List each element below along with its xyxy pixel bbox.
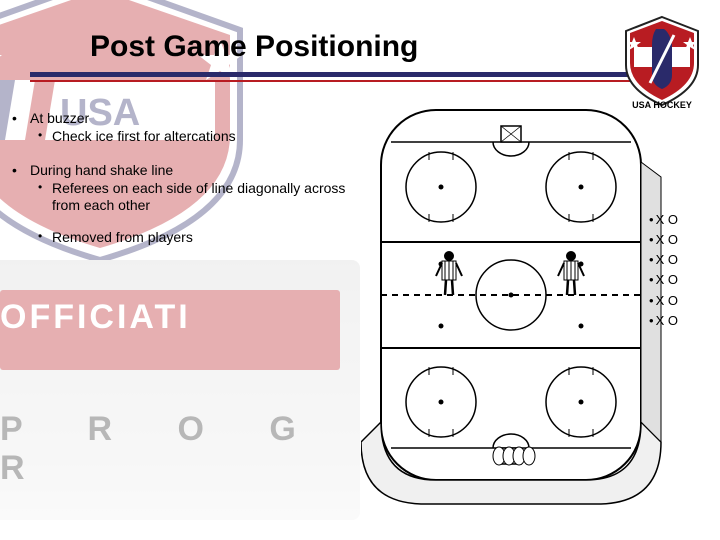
- xo-item: X O: [649, 250, 678, 270]
- bullet-at-buzzer: At buzzer Check ice first for altercatio…: [12, 110, 357, 146]
- xo-item: X O: [649, 210, 678, 230]
- svg-text:USA HOCKEY: USA HOCKEY: [632, 100, 692, 110]
- bullet-handshake: During hand shake line Referees on each …: [12, 162, 357, 247]
- bullet-text: At buzzer: [30, 110, 89, 126]
- bullet-text: During hand shake line: [30, 162, 173, 178]
- title-rule-navy: [30, 72, 690, 77]
- xo-item: X O: [649, 270, 678, 290]
- sub-bullet: Check ice first for altercations: [30, 128, 357, 146]
- xo-item: X O: [649, 311, 678, 331]
- bullet-content: At buzzer Check ice first for altercatio…: [12, 110, 357, 262]
- xo-item: X O: [649, 291, 678, 311]
- title-rule-red: [30, 80, 690, 82]
- usa-hockey-logo: USA HOCKEY: [622, 15, 702, 110]
- sub-bullet: Referees on each side of line diagonally…: [30, 180, 357, 215]
- xo-item: X O: [649, 230, 678, 250]
- xo-list: X O X O X O X O X O X O: [649, 210, 678, 331]
- sub-bullet: Removed from players: [30, 229, 357, 247]
